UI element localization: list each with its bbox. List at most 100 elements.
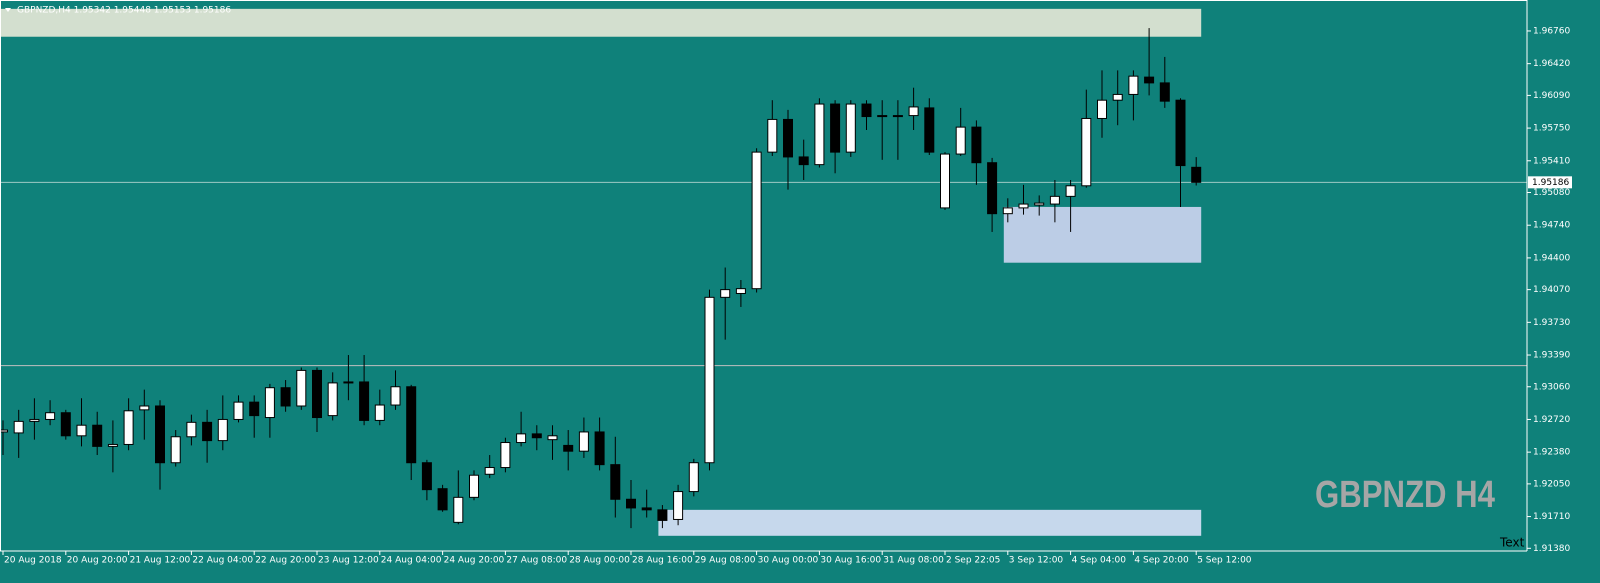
candle-body [955,126,966,155]
candle-body [343,381,354,384]
y-tick-label: 1.93060 [1533,382,1570,392]
candle-body [29,418,40,422]
candle-body [767,118,778,153]
candle-body [1144,76,1155,84]
price-label-box [1528,176,1572,189]
candle-body [406,386,417,464]
candle-body [924,107,935,153]
x-tick-label: 20 Aug 2018 [4,556,62,566]
candle-body [469,474,479,498]
candle-body [720,289,731,298]
x-tick-label: 20 Aug 20:00 [67,556,128,566]
x-tick-label: 30 Aug 16:00 [820,556,881,566]
candle-body [547,435,558,441]
candle-body [594,431,605,466]
candle-body [673,491,684,520]
candle-body [280,387,291,407]
candle-body [892,115,903,118]
candle-body [264,387,275,419]
y-tick-label: 1.91710 [1533,512,1570,522]
candle-body [783,118,793,158]
x-tick-label: 21 Aug 12:00 [130,556,191,566]
y-tick-label: 1.95410 [1533,156,1570,166]
candle-body [1159,82,1170,102]
candle-body [60,412,71,437]
candle-body [233,401,244,420]
candle-body [312,369,322,419]
x-tick-label: 27 Aug 08:00 [506,556,567,566]
watermark: GBPNZD H4 [1315,474,1496,516]
candle-body [704,296,715,464]
candle-body [1018,203,1029,209]
candle-body [751,151,762,290]
y-tick-label: 1.95750 [1533,124,1570,134]
x-tick-label: 29 Aug 08:00 [695,556,756,566]
candle-body [107,443,118,447]
y-tick-label: 1.94400 [1533,253,1570,263]
candle-body [500,442,511,469]
candle-body [626,498,636,509]
candle-body [877,115,888,118]
candle-body [657,509,668,521]
candle-body [202,421,213,442]
candle-body [940,153,950,209]
x-tick-label: 28 Aug 00:00 [569,556,630,566]
candle-body [861,103,872,118]
candle-body [1065,185,1076,197]
candle-body [830,103,841,153]
candle-body [1034,202,1045,206]
menu-icon [5,8,11,12]
candle-body [845,103,856,153]
x-tick-label: 23 Aug 12:00 [318,556,379,566]
candle-body [421,462,432,491]
candle-body [798,156,809,166]
x-tick-label: 2 Sep 22:05 [946,556,1000,566]
candle-body [688,462,699,493]
y-tick-label: 1.93730 [1533,318,1570,328]
candle-body [390,386,401,406]
candle-body [217,418,228,442]
candle-body [1112,93,1123,101]
candle-body [531,433,542,439]
zone [1003,206,1202,263]
y-tick-label: 1.96760 [1533,26,1570,36]
x-tick-label: 22 Aug 04:00 [192,556,253,566]
candle-body [578,431,589,452]
candle-body [359,381,370,421]
candle-body [1191,166,1202,183]
y-tick-label: 1.94740 [1533,221,1570,231]
x-tick-label: 31 Aug 08:00 [883,556,944,566]
candle-body [610,464,621,500]
y-tick-label: 1.92720 [1533,415,1570,425]
price-label: 1.95186 [1532,178,1569,188]
corner-text: Text [1499,536,1525,550]
candle-body [249,401,260,417]
candle-body [1081,117,1092,187]
candle-body [563,444,574,452]
candles [0,28,1202,529]
zone [0,8,1202,37]
candle-body [296,369,307,407]
candle-body [437,488,448,511]
candle-body [92,424,103,447]
candle-body [1002,207,1013,215]
candle-body [45,412,56,420]
candle-body [516,433,527,444]
x-tick-label: 22 Aug 20:00 [255,556,316,566]
y-tick-label: 1.96420 [1533,59,1570,69]
x-tick-label: 28 Aug 16:00 [632,556,693,566]
candle-body [186,421,197,438]
x-tick-label: 5 Sep 12:00 [1197,556,1252,566]
y-tick-label: 1.95080 [1533,188,1570,198]
candle-body [1097,99,1107,119]
candle-body [1128,75,1139,95]
candle-body [971,126,982,164]
y-tick-label: 1.92380 [1533,448,1570,458]
candle-body [0,429,8,433]
candle-body [641,507,652,511]
y-tick-label: 1.91380 [1533,544,1570,554]
candle-body [170,436,181,464]
zones [0,8,1202,536]
